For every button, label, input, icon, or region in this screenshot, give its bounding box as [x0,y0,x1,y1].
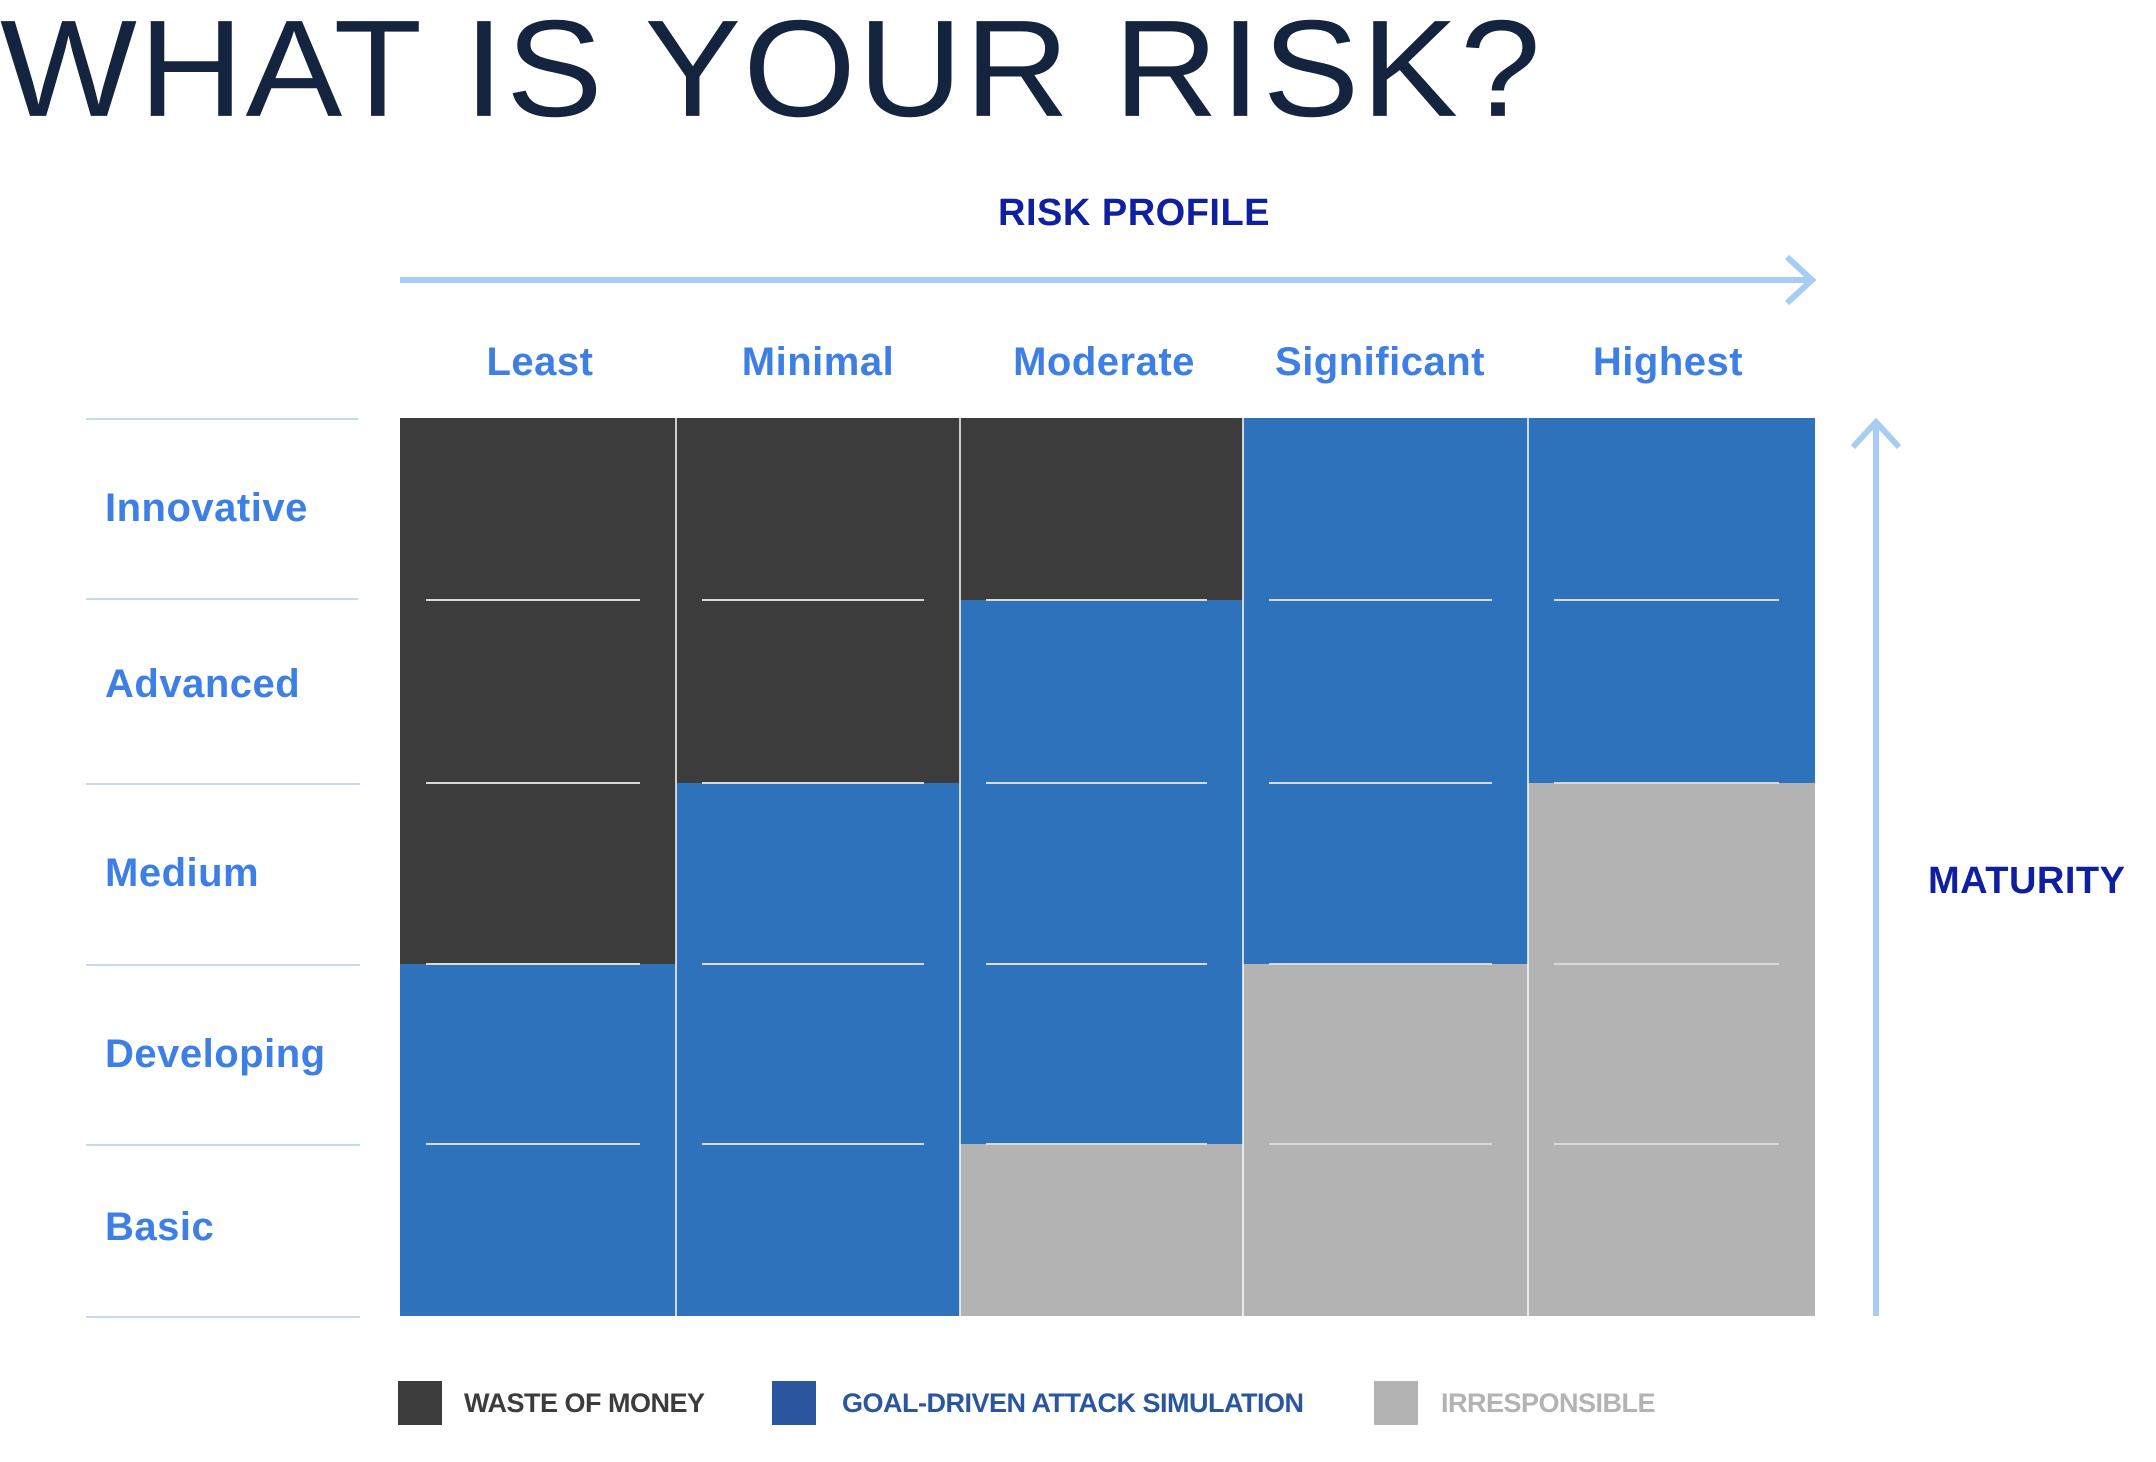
matrix-cell-goal [400,1144,676,1316]
matrix-row-tick [986,963,1207,965]
matrix-row-tick [426,1143,640,1145]
matrix-row-tick [1269,599,1492,601]
legend-swatch-goal-driven [772,1381,816,1425]
matrix-column-divider [1242,418,1244,1316]
matrix-cell-goal [400,964,676,1144]
matrix-row-tick [426,963,640,965]
column-label-minimal: Minimal [741,340,895,384]
legend-label-goal-driven: GOAL-DRIVEN ATTACK SIMULATION [842,1388,1304,1418]
row-label-developing: Developing [105,1032,326,1076]
page-title: WHAT IS YOUR RISK? [0,0,1543,146]
row-divider [86,418,358,420]
matrix-row-tick [702,599,924,601]
row-label-innovative: Innovative [105,486,308,530]
row-divider [86,964,360,966]
matrix-cell-waste [400,783,676,964]
row-label-basic: Basic [105,1205,215,1249]
matrix-cell-irresponsible [1243,964,1528,1144]
matrix-cell-goal [1243,783,1528,964]
matrix-cell-waste [400,418,676,600]
matrix-cell-irresponsible [1528,964,1815,1144]
legend-label-waste: WASTE OF MONEY [464,1388,705,1418]
column-label-highest: Highest [1592,340,1744,384]
matrix-cell-goal [960,783,1243,964]
matrix-cell-waste [676,600,960,783]
matrix-cell-goal [676,964,960,1144]
matrix-row-tick [1269,782,1492,784]
matrix-cell-irresponsible [1243,1144,1528,1316]
matrix-row-tick [1554,782,1779,784]
row-divider [86,598,358,600]
matrix-row-tick [1554,963,1779,965]
matrix-row-tick [426,782,640,784]
matrix-cell-waste [400,600,676,783]
matrix-cell-irresponsible [1528,1144,1815,1316]
matrix-row-tick [1269,1143,1492,1145]
legend-swatch-irresponsible [1374,1381,1418,1425]
matrix-cell-goal [1528,600,1815,783]
matrix-cell-irresponsible [1528,783,1815,964]
risk-profile-label: RISK PROFILE [998,192,1271,234]
column-label-least: Least [486,340,594,384]
matrix-cell-goal [960,964,1243,1144]
row-divider [86,783,360,785]
matrix-cell-goal [1243,418,1528,600]
matrix-column-divider [1527,418,1529,1316]
matrix-cell-waste [676,418,960,600]
matrix-cell-irresponsible [960,1144,1243,1316]
matrix-cell-goal [676,1144,960,1316]
column-label-moderate: Moderate [1013,340,1195,384]
row-label-advanced: Advanced [105,662,301,706]
row-divider [86,1316,360,1318]
risk-profile-arrow [400,254,1817,306]
matrix-cell-goal [1528,418,1815,600]
matrix-row-tick [986,782,1207,784]
legend-label-irresponsible: IRRESPONSIBLE [1441,1388,1656,1418]
matrix-cell-goal [960,600,1243,783]
matrix-row-tick [426,599,640,601]
matrix-row-tick [986,599,1207,601]
maturity-arrow [1850,417,1902,1316]
matrix-column-divider [675,418,677,1316]
column-label-significant: Significant [1275,340,1485,384]
row-divider [86,1144,360,1146]
matrix-row-tick [1269,963,1492,965]
matrix-cell-goal [676,783,960,964]
legend-swatch-waste [398,1381,442,1425]
row-label-medium: Medium [105,851,260,895]
matrix-row-tick [702,963,924,965]
matrix-cell-waste [960,418,1243,600]
matrix-row-tick [1554,599,1779,601]
matrix-row-tick [702,1143,924,1145]
matrix-row-tick [702,782,924,784]
matrix-row-tick [1554,1143,1779,1145]
maturity-label: MATURITY [1928,860,2126,902]
matrix-column-divider [959,418,961,1316]
matrix-cell-goal [1243,600,1528,783]
matrix-row-tick [986,1143,1207,1145]
